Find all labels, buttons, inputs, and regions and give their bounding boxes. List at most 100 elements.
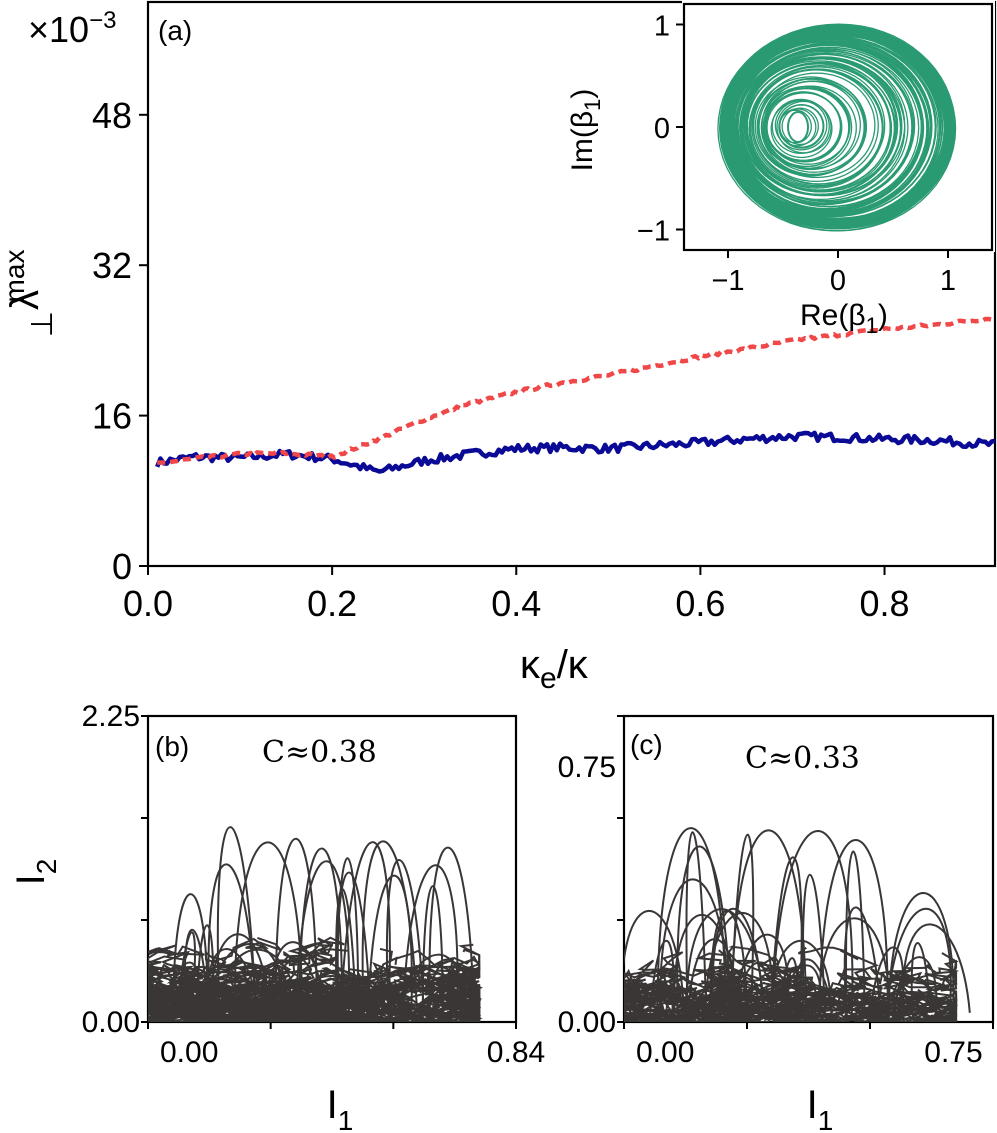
panel-c-x-label: I1 <box>807 1083 834 1133</box>
trajectory-loop <box>910 942 932 1016</box>
x-tick-label: 0.0 <box>123 583 173 624</box>
inset-trajectory-loop <box>757 72 876 179</box>
trajectory-path <box>363 1004 440 1022</box>
trajectory-loop <box>236 970 267 1017</box>
inset-x-tick-label: 1 <box>940 265 956 297</box>
trajectory-loop <box>869 946 905 1017</box>
x-axis-label: κe/κ <box>520 643 589 695</box>
trajectory-loop <box>206 948 260 1017</box>
inset-trajectory-loop <box>762 87 850 168</box>
trajectory-loop <box>843 906 882 1016</box>
inset-trajectory-loop <box>732 42 929 216</box>
trajectory-loop <box>735 961 778 1016</box>
trajectory-loop <box>711 907 765 1016</box>
panel-a-series <box>155 315 997 474</box>
trajectory-loop <box>336 871 372 1016</box>
trajectory-loop <box>259 962 288 1016</box>
trajectory-loop <box>887 892 955 1016</box>
trajectory-path <box>253 936 345 991</box>
inset-trajectory-loop <box>739 48 916 203</box>
inset-trajectory-loop <box>774 100 828 151</box>
inset-trajectory-loop <box>743 56 902 197</box>
trajectory-loop <box>385 858 425 1016</box>
inset-trajectory-loop <box>739 57 902 201</box>
trajectory-loop <box>885 907 952 1016</box>
panel-b-annotation: C≈0.38 <box>262 735 377 770</box>
y-tick-label: 16 <box>92 396 132 437</box>
panel-c-trajectory <box>624 827 971 1022</box>
inset-trajectory-loop <box>742 60 896 196</box>
trajectory-loop <box>707 980 775 1016</box>
panel-c: 0.00 0.75 0.00 0.75 (c) C≈0.33 I1 <box>558 714 995 1133</box>
trajectory-loop <box>183 928 209 1016</box>
x-tick-label: 0.75 <box>924 1036 982 1069</box>
trajectory-loop <box>818 839 889 1016</box>
x-tick-label: 0.84 <box>487 1036 545 1069</box>
trajectory-loop <box>427 960 473 1016</box>
trajectory-loop <box>216 826 257 1016</box>
inset-ticks: −1 −1 0 0 1 1 <box>637 11 956 298</box>
inset-y-tick-label: 0 <box>654 113 670 145</box>
trajectory-loop <box>298 847 344 1016</box>
inset-trajectory-loop <box>765 91 842 161</box>
x-tick-label: 0.4 <box>491 583 541 624</box>
trajectory-loop <box>733 933 790 1016</box>
trajectory-path <box>809 1004 917 1022</box>
inset-y-tick-label: 1 <box>654 11 670 43</box>
y-tick-label: 32 <box>92 245 132 286</box>
x-tick-label: 0.8 <box>859 583 909 624</box>
trajectory-loop <box>709 909 749 1016</box>
y-axis-label: λ <box>3 290 47 310</box>
offset-text: ×10−3 <box>28 7 116 50</box>
trajectory-loop <box>845 850 866 1016</box>
trajectory-path <box>297 992 384 1022</box>
trajectory-path <box>715 989 808 1022</box>
panel-b-y-label: I2 <box>9 859 62 886</box>
svg-text:I2: I2 <box>9 859 62 886</box>
panel-a-x-ticks: 0.0 0.2 0.4 0.6 0.8 <box>123 566 910 624</box>
trajectory-loop <box>274 838 318 1016</box>
trajectory-loop <box>221 948 299 1016</box>
inset-trajectory-band <box>720 24 956 230</box>
trajectory-loop <box>193 968 246 1016</box>
x-tick-label: 0.00 <box>636 1036 694 1069</box>
panel-b-x-label: I1 <box>327 1083 354 1133</box>
x-tick-label: 0.2 <box>307 583 357 624</box>
trajectory-loop <box>270 941 326 1016</box>
inset-y-label: Im(β1) <box>566 89 605 172</box>
trajectory-loop <box>175 931 196 1016</box>
y-tick-label: 0.75 <box>558 751 616 784</box>
trajectory-loop <box>673 914 738 1016</box>
svg-text:⊥: ⊥ <box>26 311 59 337</box>
trajectory-loop <box>676 845 732 1016</box>
inset-trajectory-loop <box>752 68 884 185</box>
trajectory-loop <box>428 846 475 1016</box>
inset-trajectory-loop <box>748 64 893 193</box>
inset-phase-portrait: −1 −1 0 0 1 1 Re(β1) Im(β1) <box>566 0 995 338</box>
trajectory-loop <box>288 974 365 1017</box>
trajectory-path <box>148 1002 255 1022</box>
svg-text:Im(β1): Im(β1) <box>566 89 605 172</box>
trajectory-path <box>624 951 684 1005</box>
trajectory-loop <box>207 863 257 1016</box>
trajectory-loop <box>152 974 183 1016</box>
trajectory-loop <box>401 864 459 1016</box>
inset-trajectory <box>717 23 957 232</box>
trajectory-loop <box>400 953 464 1017</box>
trajectory-loop <box>690 980 766 1016</box>
svg-text:λ: λ <box>3 290 47 310</box>
panel-b-trajectory <box>148 826 484 1022</box>
trajectory-loop <box>687 938 737 1016</box>
y-tick-label: 48 <box>92 95 132 136</box>
x-tick-label: 0.00 <box>160 1036 218 1069</box>
trajectory-loop <box>649 940 675 1016</box>
trajectory-loop <box>685 831 708 1016</box>
panel-a-label: (a) <box>158 15 192 46</box>
trajectory-path <box>842 981 957 1022</box>
trajectory-loop <box>893 956 938 1016</box>
inset-trajectory-loop <box>761 77 867 173</box>
trajectory-loop <box>658 878 730 1016</box>
panel-c-annotation: C≈0.33 <box>745 741 860 776</box>
inset-trajectory-loop <box>745 63 891 192</box>
trajectory-loop <box>781 974 824 1017</box>
